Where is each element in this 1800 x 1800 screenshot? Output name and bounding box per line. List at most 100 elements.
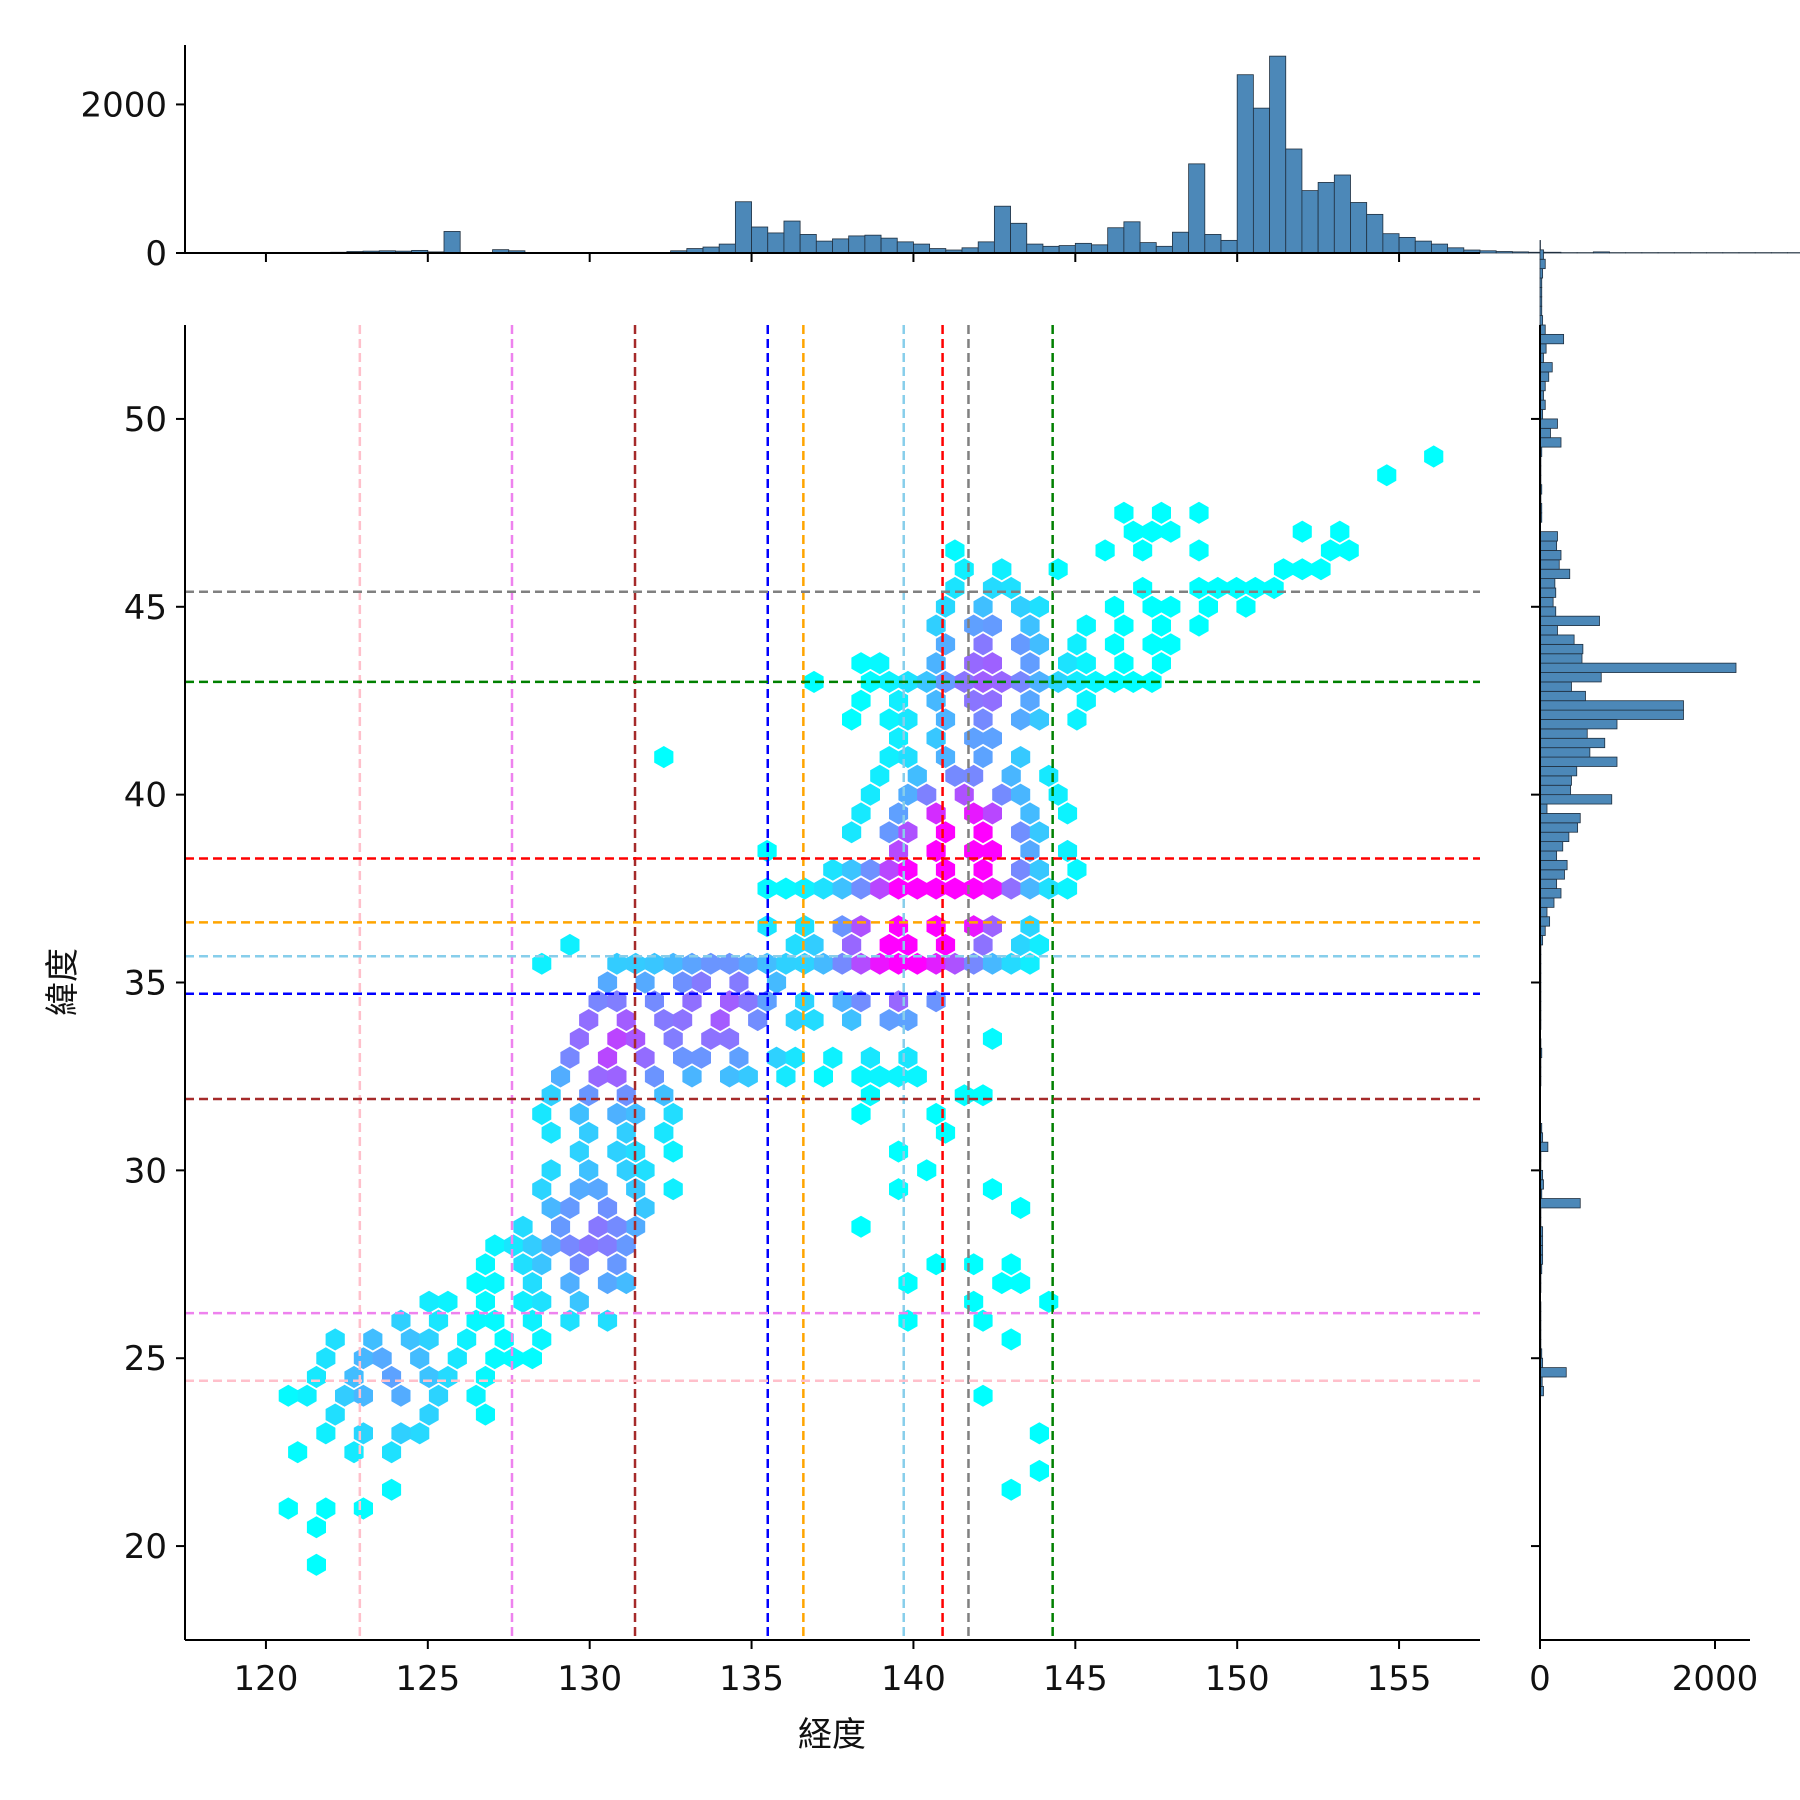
histogram-bar (1539, 437, 1562, 448)
histogram-bar (1539, 766, 1578, 777)
histogram-bar (1269, 55, 1287, 254)
histogram-bar (1188, 163, 1206, 254)
histogram-bar (1204, 234, 1222, 254)
hexbin-cell (278, 1497, 298, 1520)
hexbin-cell (616, 1121, 636, 1144)
hexbin-cell (560, 1309, 580, 1332)
hexbin-cell (935, 858, 956, 881)
hexbin-cell (842, 821, 862, 844)
hexbin-cell (1133, 539, 1153, 562)
hexbin-cell (860, 783, 880, 806)
histogram-bar (1539, 653, 1583, 664)
hexbin-cell (973, 708, 993, 731)
hexbin-cell (569, 1290, 589, 1313)
hexbin-cell (626, 1027, 646, 1050)
hexbin-cell (1142, 520, 1162, 543)
hexbin-cell (926, 915, 946, 938)
hexbin-cell (982, 689, 1002, 712)
hexbin-cell (325, 1328, 345, 1351)
hexbin-cell (926, 1102, 946, 1126)
hexbin-cell (1029, 633, 1049, 656)
hexbin-cell (541, 1121, 561, 1144)
histogram-bar (1431, 243, 1449, 254)
histogram-bar (1539, 287, 1543, 298)
latitude-marginal-histogram: 0 2000 (1529, 240, 1758, 1699)
hexbin-cell (860, 858, 880, 881)
hexbin-cell (973, 858, 993, 881)
hexbin-cell (851, 877, 871, 900)
hexbin-cell (973, 1384, 993, 1407)
hexbin-cell (720, 990, 740, 1013)
hexbin-cell (607, 990, 627, 1013)
histogram-bar (1539, 596, 1554, 608)
hexbin-cell (823, 1046, 843, 1069)
x-tick-label: 0 (1529, 1659, 1551, 1699)
hexbin-cell (804, 1009, 824, 1032)
hexbin-cell (1095, 539, 1115, 562)
histogram-bar (913, 243, 931, 254)
hexbin-cell (1264, 576, 1284, 600)
hexbin-cell (1011, 1196, 1031, 1219)
hexbin-cell (372, 1347, 392, 1370)
histogram-bar (1010, 222, 1028, 254)
y-tick-label: 30 (124, 1151, 167, 1191)
histogram-bar (993, 205, 1011, 254)
y-tick-label: 35 (124, 964, 167, 1004)
hexbin-cell (870, 652, 890, 675)
hexbin-cell (1020, 952, 1040, 975)
hexbin-cell (1161, 595, 1181, 618)
hexbin-cell (926, 990, 946, 1013)
hexbin-cell (804, 933, 824, 956)
histogram-bar (1539, 578, 1556, 589)
hexbin-cell (635, 971, 655, 994)
y-tick-label: 25 (124, 1339, 167, 1379)
hexbin-cell (607, 1102, 627, 1126)
hexbin-cell (795, 877, 815, 900)
hexbin-cell (532, 1253, 552, 1276)
hexbin-cell (654, 1084, 674, 1107)
hexbin-cell (579, 1084, 599, 1107)
hexbin-cell (926, 689, 946, 712)
hexbin-cell (475, 1253, 495, 1276)
hexbin-cell (513, 1215, 533, 1238)
hexbin-cell (1151, 501, 1171, 524)
hexbin-cell (532, 1328, 552, 1351)
hexbin-cell (785, 1046, 805, 1069)
hexbin-cell (644, 952, 664, 975)
histogram-bar (1539, 427, 1551, 439)
hexbin-cell (569, 1102, 589, 1126)
hexbin-cell (926, 877, 946, 900)
histogram-bar (1155, 245, 1173, 254)
hexbin-cell (1058, 877, 1078, 900)
hexbin-cell (551, 1215, 571, 1238)
hexbin-cell (532, 1290, 552, 1313)
histogram-bar (1539, 625, 1558, 636)
histogram-bar (864, 234, 882, 254)
histogram-bar (1592, 251, 1610, 254)
hexbin-cell (654, 1121, 674, 1144)
hexbin-cell (316, 1497, 336, 1520)
hexbin-cell (541, 1196, 561, 1219)
hexbin-cell (419, 1365, 439, 1389)
hexbin-cell (964, 877, 984, 900)
hexbin-cell (522, 1309, 542, 1332)
histogram-bar (751, 226, 769, 254)
hexbin-cell (428, 1384, 449, 1407)
hexbin-cell (701, 952, 721, 975)
hexbin-cell (992, 1272, 1012, 1295)
hexbin-plot: 120 125 130 135 140 145 150 155 20 25 30 35 40 45 50 (124, 325, 1480, 1699)
hexbin-cell (1067, 708, 1087, 731)
histogram-bar (1539, 794, 1613, 805)
histogram-bar (1252, 107, 1270, 254)
hexbin-cell (607, 952, 627, 975)
histogram-bar (1074, 242, 1092, 254)
hexbin-cell (860, 1084, 880, 1107)
hexbin-cell (842, 933, 862, 956)
hexbin-cell (1114, 501, 1134, 524)
hexbin-cell (935, 708, 956, 731)
hexbin-cell (710, 1009, 730, 1032)
hexbin-cell (982, 802, 1002, 825)
hexbin-cell (654, 746, 674, 769)
hexbin-cell (1020, 652, 1040, 675)
hexbin-cell (485, 1234, 505, 1257)
